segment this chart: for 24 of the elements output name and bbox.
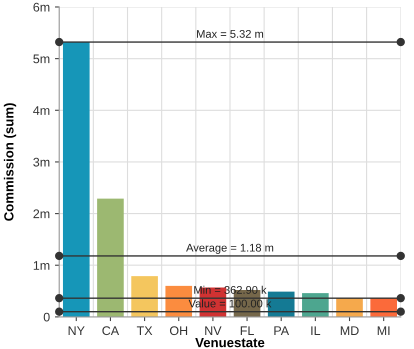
y-tick-label: 3m	[33, 158, 50, 167]
y-tick-label: 1m	[34, 261, 50, 270]
bar	[97, 198, 124, 317]
x-tick-label: TX	[136, 326, 152, 335]
x-tick-label: NY	[68, 326, 85, 335]
x-tick-label: FL	[240, 326, 254, 335]
y-tick-label: 5m	[33, 54, 50, 64]
x-tick-label: PA	[274, 326, 290, 335]
bar	[62, 42, 90, 317]
x-tick-label: NV	[205, 326, 222, 335]
y-tick-label: 2m	[33, 209, 50, 218]
bar	[131, 276, 158, 317]
y-axis-title: Commission (sum)	[4, 103, 16, 221]
x-axis-title: Venuestate	[195, 338, 264, 348]
x-tick-label: OH	[170, 326, 188, 336]
ref-line-label: Average = 1.18 m	[186, 244, 274, 254]
x-tick-label: IL	[311, 326, 320, 335]
x-tick-label: CA	[102, 326, 120, 336]
y-tick-label: 6m	[33, 2, 50, 12]
y-tick-label: 0	[44, 312, 50, 322]
x-tick-label: MI	[378, 326, 390, 335]
y-tick-label: 4m	[33, 106, 50, 115]
ref-line-label: Max = 5.32 m	[197, 30, 264, 38]
x-tick-label: MD	[340, 326, 359, 335]
